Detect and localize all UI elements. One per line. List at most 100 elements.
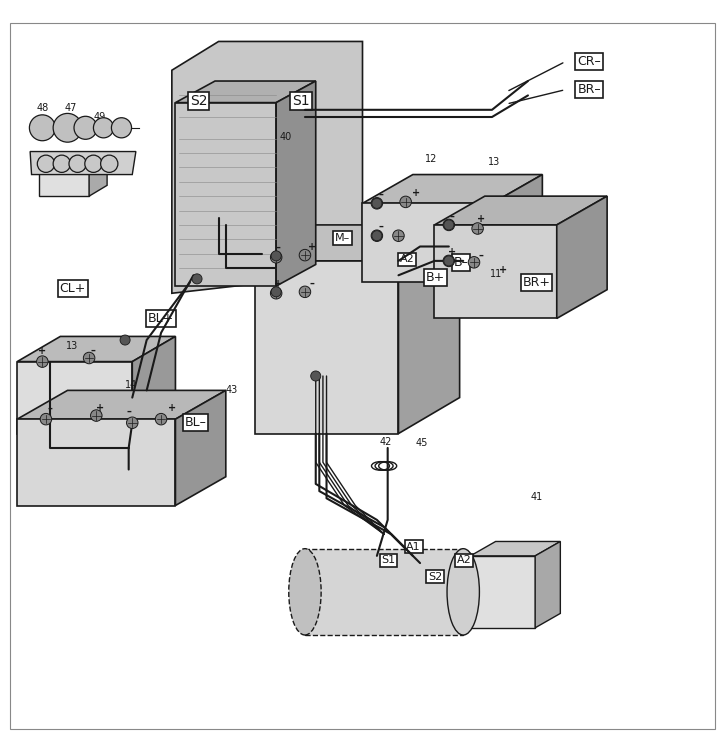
Text: +: + xyxy=(167,403,176,414)
Ellipse shape xyxy=(289,549,321,635)
Polygon shape xyxy=(254,225,460,261)
Text: 43: 43 xyxy=(225,385,238,396)
Circle shape xyxy=(36,356,48,368)
Circle shape xyxy=(468,256,480,268)
Polygon shape xyxy=(434,225,557,318)
Circle shape xyxy=(85,155,102,172)
Text: S2: S2 xyxy=(190,94,207,108)
Polygon shape xyxy=(175,390,225,505)
Circle shape xyxy=(372,199,382,208)
Text: 41: 41 xyxy=(531,492,543,502)
Text: +: + xyxy=(273,279,282,289)
Circle shape xyxy=(40,414,51,425)
Text: +: + xyxy=(413,187,420,198)
Polygon shape xyxy=(172,41,362,293)
Circle shape xyxy=(393,230,405,241)
Text: +: + xyxy=(96,403,104,414)
Circle shape xyxy=(444,256,454,266)
Circle shape xyxy=(101,155,118,172)
Circle shape xyxy=(91,410,102,421)
Circle shape xyxy=(53,155,70,172)
Text: +: + xyxy=(38,346,46,356)
Circle shape xyxy=(472,223,484,235)
Text: 14: 14 xyxy=(125,380,137,390)
Text: A2: A2 xyxy=(399,254,415,265)
Text: –: – xyxy=(276,243,280,253)
Circle shape xyxy=(69,155,86,172)
Text: 35: 35 xyxy=(74,162,87,172)
Text: –: – xyxy=(91,346,95,356)
Text: +: + xyxy=(308,241,316,251)
Circle shape xyxy=(299,286,311,298)
Circle shape xyxy=(443,255,455,267)
Polygon shape xyxy=(38,168,89,196)
Text: BL+: BL+ xyxy=(148,312,174,325)
Polygon shape xyxy=(305,549,463,635)
Text: BR+: BR+ xyxy=(523,276,550,289)
Text: 13: 13 xyxy=(488,157,500,168)
Polygon shape xyxy=(89,156,107,196)
Polygon shape xyxy=(30,152,136,174)
Text: S2: S2 xyxy=(428,572,442,582)
Text: M–: M– xyxy=(335,233,350,243)
Text: –: – xyxy=(378,222,383,232)
Text: +: + xyxy=(499,265,507,274)
Circle shape xyxy=(53,114,82,142)
Circle shape xyxy=(371,198,383,209)
Polygon shape xyxy=(276,81,315,286)
Text: BL–: BL– xyxy=(185,417,207,429)
Text: B–: B– xyxy=(454,256,468,268)
Polygon shape xyxy=(471,556,535,628)
Circle shape xyxy=(112,118,131,138)
Text: 47: 47 xyxy=(65,103,78,114)
Text: CL+: CL+ xyxy=(59,282,86,295)
Text: –: – xyxy=(126,407,131,417)
Circle shape xyxy=(127,417,138,429)
Circle shape xyxy=(192,274,202,284)
Polygon shape xyxy=(362,174,542,203)
Polygon shape xyxy=(175,102,276,286)
Circle shape xyxy=(400,196,411,208)
Ellipse shape xyxy=(447,549,479,635)
Circle shape xyxy=(271,287,281,297)
Text: S1: S1 xyxy=(292,94,310,108)
Text: 42: 42 xyxy=(380,437,392,447)
Text: 49: 49 xyxy=(94,112,106,122)
Polygon shape xyxy=(254,261,399,434)
Text: S1: S1 xyxy=(381,555,395,566)
Text: –: – xyxy=(450,211,455,221)
Circle shape xyxy=(270,287,282,299)
Circle shape xyxy=(444,220,454,230)
Text: 12: 12 xyxy=(425,153,437,164)
Polygon shape xyxy=(132,336,175,434)
Text: +: + xyxy=(477,214,485,224)
Circle shape xyxy=(30,115,55,141)
Polygon shape xyxy=(175,81,315,102)
Polygon shape xyxy=(434,196,607,225)
Text: –: – xyxy=(310,279,315,289)
Polygon shape xyxy=(535,541,560,628)
Text: +: + xyxy=(448,247,457,257)
Circle shape xyxy=(83,352,95,364)
Text: CR–: CR– xyxy=(577,55,601,68)
Circle shape xyxy=(74,117,97,139)
Text: A1: A1 xyxy=(406,541,421,551)
Polygon shape xyxy=(399,225,460,434)
Circle shape xyxy=(371,230,383,241)
Polygon shape xyxy=(471,541,560,556)
Circle shape xyxy=(372,231,382,241)
Circle shape xyxy=(271,251,281,261)
Text: 11: 11 xyxy=(489,268,502,279)
Polygon shape xyxy=(17,390,225,419)
Circle shape xyxy=(120,335,130,345)
Circle shape xyxy=(443,219,455,231)
Circle shape xyxy=(37,155,54,172)
Polygon shape xyxy=(17,336,175,362)
Circle shape xyxy=(94,118,114,138)
Text: –: – xyxy=(378,190,383,200)
Polygon shape xyxy=(492,174,542,283)
Text: –: – xyxy=(47,403,52,414)
Polygon shape xyxy=(38,156,107,168)
Circle shape xyxy=(311,371,320,381)
Text: 45: 45 xyxy=(416,438,428,448)
